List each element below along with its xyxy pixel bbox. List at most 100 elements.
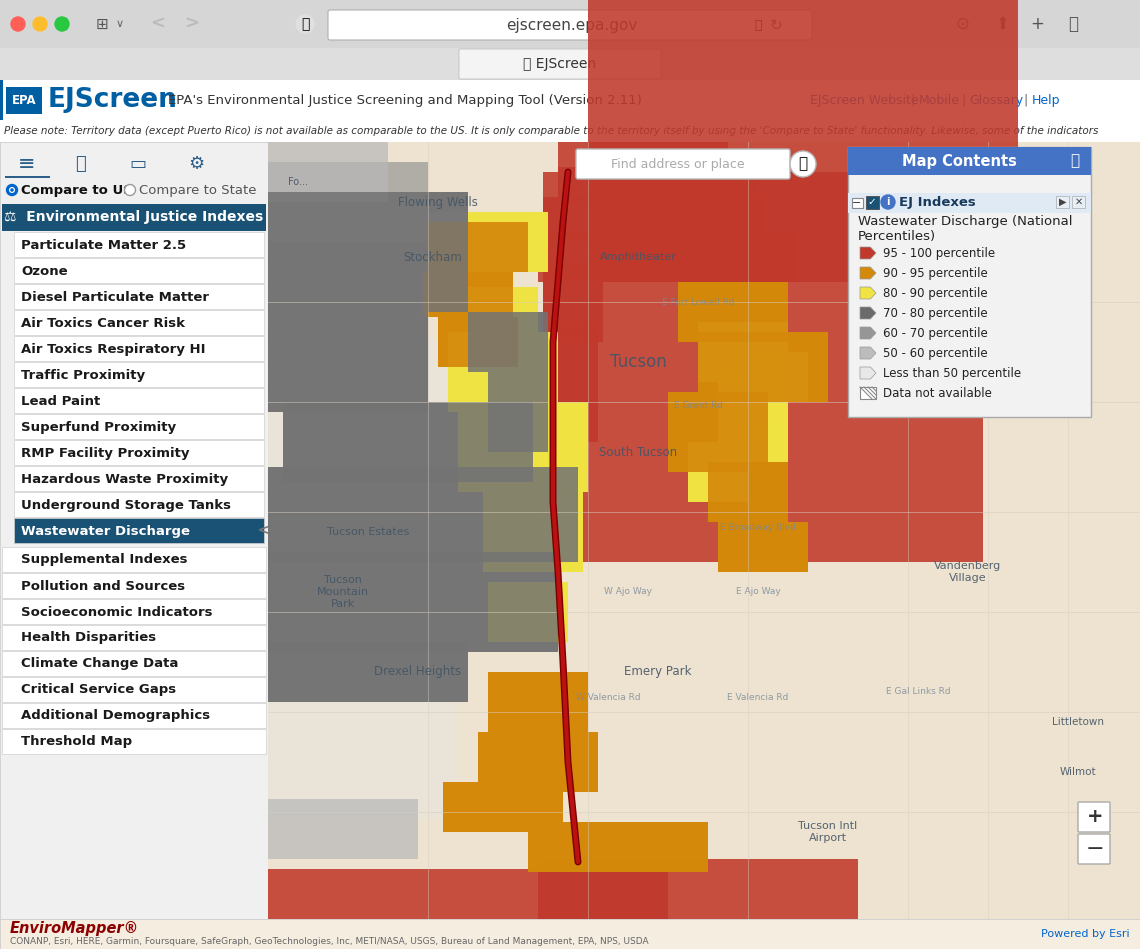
Circle shape [11, 17, 25, 31]
Bar [268, 339, 458, 819]
Bar [698, 332, 828, 402]
Text: Drexel Heights: Drexel Heights [374, 665, 462, 679]
Circle shape [10, 188, 14, 192]
Bar [0, 919, 1140, 949]
Text: CONANP, Esri, HERE, Garmin, Foursquare, SafeGraph, GeoTechnologies, Inc, METI/NA: CONANP, Esri, HERE, Garmin, Foursquare, … [10, 938, 649, 946]
Bar [852, 198, 863, 208]
Bar [758, 352, 808, 402]
FancyBboxPatch shape [328, 10, 812, 40]
Text: Help: Help [1032, 94, 1060, 106]
Text: E Fort Lowell Rd: E Fort Lowell Rd [661, 297, 734, 307]
Text: EPA: EPA [11, 94, 36, 106]
Bar [488, 372, 548, 452]
Text: Vandenberg
Village: Vandenberg Village [935, 561, 1002, 583]
Text: Amphitheater: Amphitheater [600, 252, 676, 262]
Text: 90 - 95 percentile: 90 - 95 percentile [884, 267, 987, 280]
Bar [268, 312, 428, 412]
Bar [268, 312, 428, 412]
Text: Lead Paint: Lead Paint [21, 395, 100, 407]
Bar [268, 162, 428, 242]
Bar [488, 372, 548, 452]
Text: EJScreen Website: EJScreen Website [811, 94, 919, 106]
Text: Fo...: Fo... [288, 177, 308, 187]
Text: Mobile: Mobile [919, 94, 960, 106]
Text: EJ Indexes: EJ Indexes [899, 195, 976, 209]
Circle shape [55, 17, 70, 31]
Bar [478, 732, 598, 792]
Text: E Grant Rd: E Grant Rd [674, 400, 723, 410]
Circle shape [790, 151, 816, 177]
Bar [708, 462, 788, 522]
Bar [268, 467, 578, 562]
Bar [0, 120, 1140, 142]
Text: Climate Change Data: Climate Change Data [21, 658, 178, 671]
Text: |: | [958, 94, 970, 106]
Bar [0, 80, 3, 120]
Bar [268, 192, 469, 312]
Bar [668, 392, 768, 472]
Text: ejscreen.epa.gov: ejscreen.epa.gov [506, 17, 637, 32]
Text: Supplemental Indexes: Supplemental Indexes [21, 553, 187, 567]
Bar [738, 422, 788, 462]
Bar [469, 287, 538, 342]
Bar [458, 402, 588, 492]
Text: Air Toxics Cancer Risk: Air Toxics Cancer Risk [21, 317, 185, 329]
Text: 🔊: 🔊 [755, 18, 762, 31]
Bar [2, 729, 266, 754]
Bar [448, 332, 557, 412]
Bar [2, 677, 266, 702]
Bar [14, 518, 264, 543]
Bar [268, 552, 557, 652]
Text: Flowing Wells: Flowing Wells [398, 195, 478, 209]
Polygon shape [860, 267, 876, 279]
Text: 📍: 📍 [74, 155, 86, 173]
Bar [557, 167, 758, 202]
Bar [548, 322, 599, 442]
Bar [488, 672, 588, 742]
Bar [0, 80, 1140, 120]
Text: Critical Service Gaps: Critical Service Gaps [21, 683, 176, 697]
Text: Tucson Estates: Tucson Estates [327, 527, 409, 537]
Text: Additional Demographics: Additional Demographics [21, 710, 210, 722]
Bar [268, 869, 668, 919]
Bar [483, 487, 583, 572]
Text: Tucson Intl
Airport: Tucson Intl Airport [798, 821, 857, 843]
Bar [478, 732, 598, 792]
Bar [848, 147, 1091, 417]
Text: South Tucson: South Tucson [598, 445, 677, 458]
Bar [469, 287, 538, 342]
Bar [14, 492, 264, 517]
Bar [718, 372, 788, 442]
Text: Stockham: Stockham [404, 251, 463, 264]
Bar [268, 142, 1140, 919]
Circle shape [296, 15, 314, 33]
Bar [443, 782, 563, 832]
Text: Data not available: Data not available [884, 386, 992, 400]
Bar [698, 322, 788, 382]
Text: Find address or place: Find address or place [611, 158, 744, 171]
FancyBboxPatch shape [459, 49, 661, 79]
Text: ✓: ✓ [868, 197, 877, 207]
Text: Underground Storage Tanks: Underground Storage Tanks [21, 498, 231, 512]
Text: <: < [150, 15, 165, 33]
Text: |: | [906, 94, 919, 106]
Bar [848, 147, 1091, 175]
Bar [2, 651, 266, 676]
Bar [5, 176, 50, 178]
Text: Compare to US: Compare to US [21, 183, 133, 196]
Bar [689, 442, 748, 502]
Text: Hazardous Waste Proximity: Hazardous Waste Proximity [21, 473, 228, 486]
Bar [689, 442, 748, 502]
Bar [438, 317, 518, 367]
Text: Wastewater Discharge (National
Percentiles): Wastewater Discharge (National Percentil… [858, 215, 1073, 243]
Text: Ranki: Ranki [1065, 237, 1092, 247]
Text: Threshold Map: Threshold Map [21, 735, 132, 749]
Text: ↻: ↻ [770, 17, 782, 32]
Bar [268, 642, 469, 702]
Text: ≡: ≡ [18, 154, 35, 174]
Bar [443, 782, 563, 832]
Bar [14, 284, 264, 309]
Bar [14, 310, 264, 335]
Text: 70 - 80 percentile: 70 - 80 percentile [884, 307, 987, 320]
Text: ⧉: ⧉ [1068, 15, 1078, 33]
